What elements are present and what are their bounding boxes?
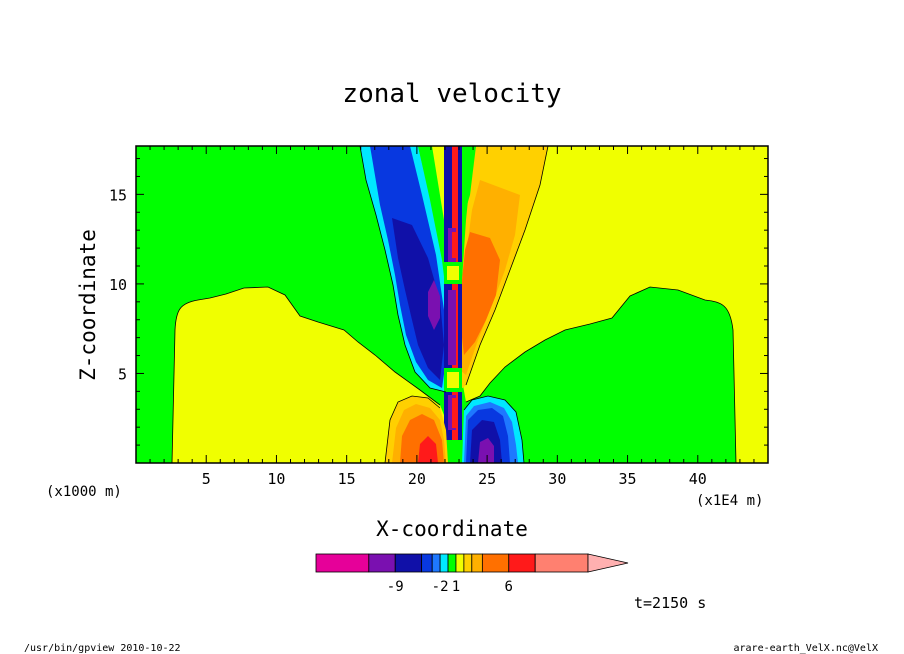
footer-right-text: arare-earth_VelX.nc@VelX xyxy=(734,643,879,654)
footer-left-text: /usr/bin/gpview 2010-10-22 xyxy=(24,643,181,654)
colorbar-swatch xyxy=(534,553,589,573)
colorbar-swatch xyxy=(431,553,441,573)
right-upper-yellow-region xyxy=(462,146,768,463)
colorbar-swatch xyxy=(455,553,465,573)
y-tick-label: 5 xyxy=(118,365,127,383)
x-tick-label: 15 xyxy=(338,470,356,488)
colorbar: -9 -2 1 6 xyxy=(315,553,629,595)
colorbar-label: 1 xyxy=(452,579,460,595)
central-jet-green-gap-3 xyxy=(444,440,462,463)
colorbar-swatch xyxy=(421,553,433,573)
left-lower-yellow-region xyxy=(172,287,452,463)
top-green-streak xyxy=(418,146,444,220)
x-unit-right-label: (x1E4 m) xyxy=(696,493,763,509)
central-jet-yellow-gap-1 xyxy=(447,266,459,280)
x-tick-label: 35 xyxy=(619,470,637,488)
colorbar-swatch xyxy=(447,553,457,573)
colorbar-label: 6 xyxy=(505,579,513,595)
colorbar-swatch xyxy=(439,553,449,573)
upper-right-orange-lobe xyxy=(460,232,500,355)
axes: 5 10 15 20 25 30 35 40 5 10 15 xyxy=(109,146,768,488)
colorbar-swatch xyxy=(481,553,510,573)
x-tick-label: 40 xyxy=(689,470,707,488)
colorbar-label: -9 xyxy=(387,579,404,595)
central-jet-red-upper xyxy=(452,232,456,258)
x-unit-left-label: (x1000 m) xyxy=(46,484,122,500)
x-tick-label: 10 xyxy=(267,470,285,488)
time-label: t=2150 s xyxy=(634,594,706,612)
lower-right-purple-core xyxy=(478,438,494,463)
colorbar-swatch xyxy=(508,553,536,573)
plot-frame xyxy=(135,145,769,464)
x-axis-label: X-coordinate xyxy=(376,517,528,541)
colorbar-swatch xyxy=(471,553,483,573)
contour-field xyxy=(136,146,768,463)
upper-left-darkblue-lobe xyxy=(392,218,444,380)
y-axis-label: Z-coordinate xyxy=(76,229,100,381)
colorbar-swatch xyxy=(394,553,423,573)
central-jet-yellow-gap-2 xyxy=(447,372,459,388)
x-tick-label: 25 xyxy=(478,470,496,488)
contour-lines xyxy=(171,146,737,463)
y-tick-label: 10 xyxy=(109,276,127,294)
colorbar-swatch xyxy=(463,553,473,573)
colorbar-swatch xyxy=(368,553,396,573)
lower-left-red-core xyxy=(418,436,438,463)
x-tick-label: 30 xyxy=(548,470,566,488)
central-jet-red-lower xyxy=(452,398,456,428)
chart-title: zonal velocity xyxy=(342,79,561,109)
upper-left-purple-core xyxy=(428,280,440,330)
colorbar-swatch xyxy=(315,553,370,573)
colorbar-label: -2 xyxy=(432,579,449,595)
x-tick-label: 5 xyxy=(202,470,211,488)
top-right-green-streak xyxy=(462,146,476,215)
colorbar-arrow xyxy=(587,553,629,573)
x-tick-label: 20 xyxy=(408,470,426,488)
central-jet-middle-core xyxy=(448,290,456,365)
y-tick-label: 15 xyxy=(109,186,127,204)
